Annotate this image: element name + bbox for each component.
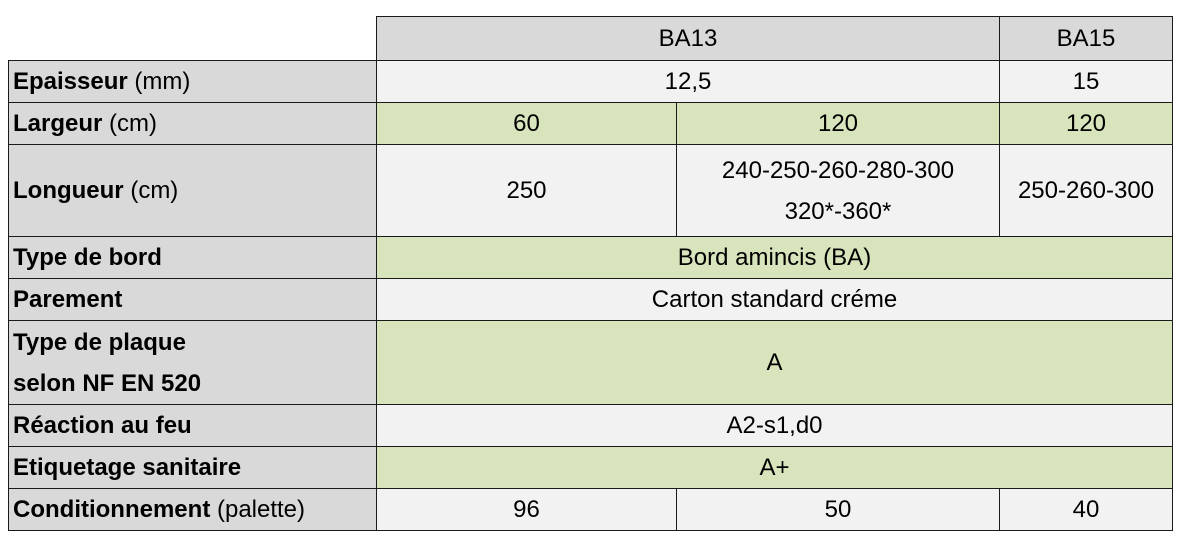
length-line-2: 320*-360* [784,197,892,225]
cell-ba13-b: 120 [676,102,1000,145]
cell-ba13-a: 60 [376,102,677,145]
row-longueur: Longueur (cm) 250 240-250-260-280-300 32… [8,144,1173,237]
product-spec-table: BA13 BA15 Epaisseur (mm) 12,5 15 Largeur… [8,16,1173,531]
cell-ba15: 40 [999,488,1173,531]
label-bold: Parement [13,286,123,313]
cell-value: A [376,320,1173,405]
cell-ba13-a: 96 [376,488,677,531]
label-bold: Type de bord [13,244,162,271]
label-unit: (cm) [123,177,179,204]
row-label: Réaction au feu [8,404,377,447]
row-label: Parement [8,278,377,321]
label-line-2: selon NF EN 520 [13,369,202,397]
label-bold: Réaction au feu [13,412,192,439]
row-parement: Parement Carton standard créme [8,278,1173,321]
cell-ba15: 120 [999,102,1173,145]
row-largeur: Largeur (cm) 60 120 120 [8,102,1173,145]
label-unit: (cm) [102,110,158,137]
label-bold: Conditionnement [13,496,211,523]
label-bold: Etiquetage sanitaire [13,454,242,481]
header-row: BA13 BA15 [8,16,1173,61]
row-label: Longueur (cm) [8,144,377,237]
row-reaction-au-feu: Réaction au feu A2-s1,d0 [8,404,1173,447]
row-label: Largeur (cm) [8,102,377,145]
header-ba15: BA15 [999,16,1173,61]
cell-ba15: 250-260-300 [999,144,1173,237]
row-label: Epaisseur (mm) [8,60,377,103]
length-line-1: 240-250-260-280-300 [721,156,955,184]
row-label: Etiquetage sanitaire [8,446,377,489]
cell-ba13-b: 240-250-260-280-300 320*-360* [676,144,1000,237]
row-type-de-bord: Type de bord Bord amincis (BA) [8,236,1173,279]
row-label: Type de plaque selon NF EN 520 [8,320,377,405]
row-conditionnement: Conditionnement (palette) 96 50 40 [8,488,1173,531]
cell-ba13-a: 250 [376,144,677,237]
row-epaisseur: Epaisseur (mm) 12,5 15 [8,60,1173,103]
cell-ba13: 12,5 [376,60,1000,103]
cell-value: A+ [376,446,1173,489]
empty-corner-cell [8,16,377,61]
label-bold: Epaisseur [13,68,128,95]
header-ba13: BA13 [376,16,1000,61]
row-type-de-plaque: Type de plaque selon NF EN 520 A [8,320,1173,405]
row-label: Type de bord [8,236,377,279]
row-label: Conditionnement (palette) [8,488,377,531]
label-line-1: Type de plaque [13,328,186,356]
cell-value: Carton standard créme [376,278,1173,321]
row-etiquetage-sanitaire: Etiquetage sanitaire A+ [8,446,1173,489]
label-bold: Longueur [13,177,124,204]
label-unit: (mm) [127,68,191,95]
cell-ba15: 15 [999,60,1173,103]
label-bold: Largeur [13,110,103,137]
label-unit: (palette) [210,496,306,523]
cell-ba13-b: 50 [676,488,1000,531]
cell-value: Bord amincis (BA) [376,236,1173,279]
cell-value: A2-s1,d0 [376,404,1173,447]
